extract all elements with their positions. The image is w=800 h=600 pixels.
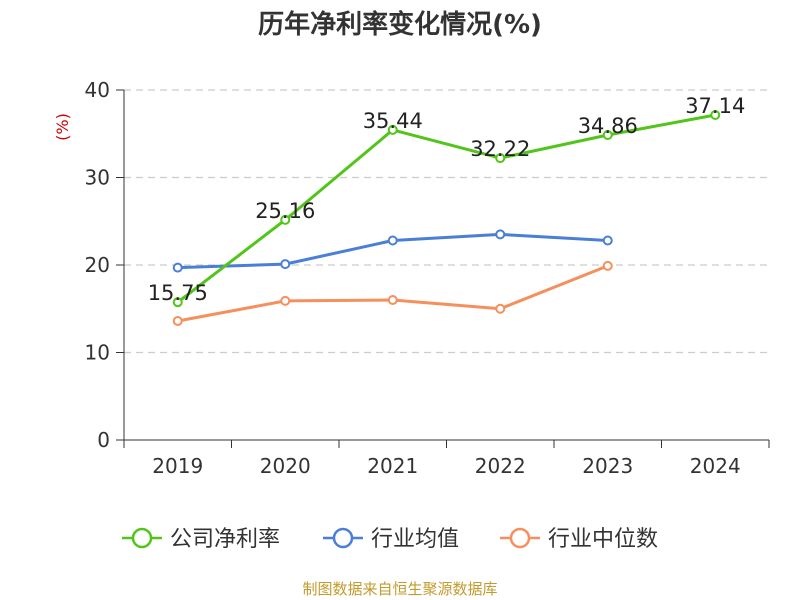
data-label: 32.22 bbox=[470, 137, 530, 161]
data-label: 15.75 bbox=[148, 281, 208, 305]
series bbox=[172, 110, 721, 326]
x-tick-label: 2022 bbox=[475, 454, 526, 478]
data-point bbox=[172, 316, 183, 326]
data-point bbox=[495, 303, 506, 314]
x-tick-label: 2023 bbox=[582, 454, 633, 478]
x-tick-label: 2021 bbox=[367, 454, 418, 478]
x-tick-label: 2020 bbox=[260, 454, 311, 478]
x-tick-labels: 2019 2020 2021 2022 2023 2024 bbox=[123, 440, 770, 478]
data-point bbox=[602, 129, 613, 140]
y-tick-label: 0 bbox=[97, 428, 110, 452]
series-line bbox=[177, 264, 609, 323]
legend: 公司净利率 行业均值 行业中位数 bbox=[122, 527, 658, 552]
data-point bbox=[172, 297, 183, 308]
chart-title: 历年净利率变化情况(%) bbox=[258, 10, 542, 40]
data-point bbox=[387, 295, 398, 305]
data-point bbox=[710, 110, 721, 121]
x-tick-label: 2024 bbox=[690, 454, 741, 478]
y-axis-unit-label: (%) bbox=[53, 113, 72, 141]
y-tick-label: 30 bbox=[85, 166, 110, 190]
data-point bbox=[602, 260, 613, 271]
y-tick-labels: 0 10 20 30 40 bbox=[85, 78, 124, 452]
legend-label: 行业均值 bbox=[371, 527, 459, 552]
legend-marker bbox=[509, 527, 531, 549]
legend-marker bbox=[332, 527, 354, 549]
data-point bbox=[495, 153, 506, 164]
data-source-note: 制图数据来自恒生聚源数据库 bbox=[302, 580, 498, 598]
data-labels: 15.75 25.16 35.44 32.22 34.86 37.14 bbox=[148, 94, 746, 305]
data-point bbox=[602, 235, 613, 246]
data-point bbox=[280, 214, 291, 225]
legend-marker bbox=[131, 527, 153, 549]
data-point bbox=[280, 259, 291, 270]
data-point bbox=[387, 124, 398, 135]
data-label: 25.16 bbox=[255, 199, 315, 223]
series-line bbox=[176, 113, 716, 304]
data-point bbox=[387, 235, 398, 246]
y-tick-label: 20 bbox=[85, 253, 110, 277]
data-label: 34.86 bbox=[578, 114, 638, 138]
data-point bbox=[280, 295, 291, 306]
legend-item[interactable]: 行业均值 bbox=[323, 527, 459, 552]
series-1 bbox=[172, 110, 721, 308]
data-label: 35.44 bbox=[363, 109, 423, 133]
legend-label: 公司净利率 bbox=[170, 527, 280, 552]
legend-label: 行业中位数 bbox=[548, 527, 658, 552]
y-tick-label: 10 bbox=[85, 341, 110, 365]
y-tick-label: 40 bbox=[85, 78, 110, 102]
legend-item[interactable]: 公司净利率 bbox=[122, 527, 280, 552]
data-label: 37.14 bbox=[685, 94, 745, 118]
legend-item[interactable]: 行业中位数 bbox=[500, 527, 658, 552]
data-point bbox=[172, 262, 183, 273]
x-tick-label: 2019 bbox=[152, 454, 203, 478]
series-2 bbox=[172, 229, 613, 273]
series-3 bbox=[172, 260, 613, 326]
data-point bbox=[495, 229, 506, 240]
